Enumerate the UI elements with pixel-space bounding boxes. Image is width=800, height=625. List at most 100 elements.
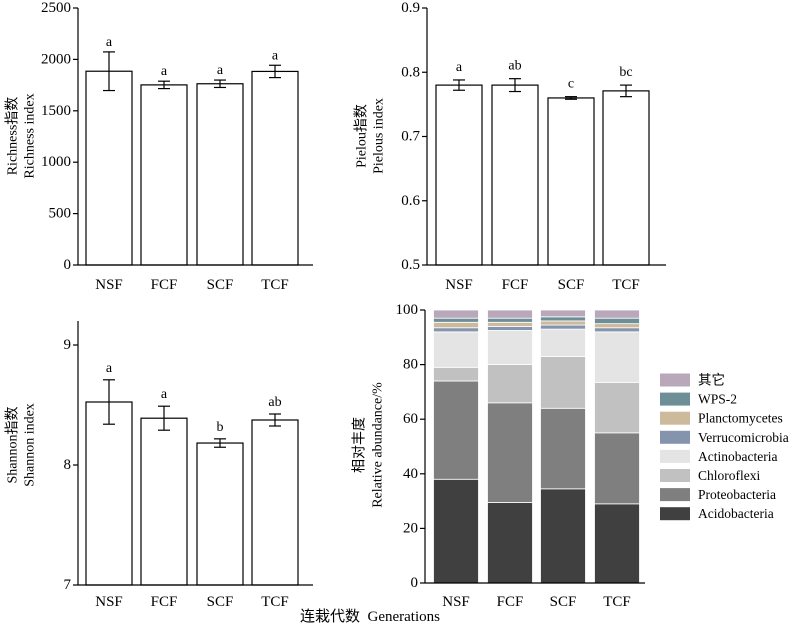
- relative-abundance-chart: 其它 WPS-2 Planctomycetes Verrucomicrobia Acti…: [352, 302, 789, 610]
- pielou-index-chart: a ab c bc 0.5 0.6 0.7 0.8 0.9 NSF FCF SCF TCF Pielou指…: [354, 0, 666, 293]
- bar-fcf: [140, 84, 188, 266]
- y-tick-label: 2000: [41, 51, 71, 67]
- stacked-bar-fcf: [487, 309, 533, 584]
- bar-segment-proteobacteria: [487, 402, 533, 503]
- bar-segment-other: [487, 309, 533, 319]
- legend-label: Acidobacteria: [698, 506, 774, 521]
- error-bar-scf: [214, 438, 226, 448]
- error-bar-scf: [565, 96, 577, 100]
- bar-segment-chloroflexi: [540, 356, 586, 409]
- bar-segment-actinobacteria: [540, 328, 586, 357]
- x-tick-label-scf: SCF: [558, 277, 585, 293]
- legend-label: Chloroflexi: [698, 468, 760, 483]
- bar-segment-verrucomicrobia: [433, 327, 479, 333]
- x-tick-label-fcf: FCF: [151, 277, 178, 293]
- bar-segment-verrucomicrobia: [540, 324, 586, 330]
- significance-letter: a: [106, 361, 113, 376]
- y-tick-label: 9: [64, 337, 72, 353]
- bar-tcf: [251, 419, 299, 586]
- error-bar-fcf: [509, 78, 521, 93]
- bar-fcf: [140, 417, 188, 586]
- error-bar-scf: [214, 79, 226, 89]
- y-tick-label: 0: [411, 575, 419, 591]
- stacked-bar-scf: [540, 309, 586, 584]
- legend-swatch: [660, 392, 690, 406]
- x-tick-label-fcf: FCF: [502, 277, 529, 293]
- legend-swatch: [660, 411, 690, 425]
- bar-segment-wps-2: [594, 317, 640, 325]
- bar-segment-wps-2: [433, 317, 479, 323]
- shared-x-axis-title: 连栽代数 Generations: [300, 608, 440, 625]
- y-tick-label: 40: [403, 466, 418, 482]
- bar-segment-wps-2: [487, 317, 533, 323]
- x-tick-label-scf: SCF: [550, 594, 577, 610]
- y-tick-label: 100: [396, 302, 419, 318]
- legend-swatch: [660, 507, 690, 521]
- x-tick-label-scf: SCF: [207, 277, 234, 293]
- legend-label: Verrucomicrobia: [698, 430, 789, 445]
- error-bar-nsf: [103, 51, 115, 92]
- bar-nsf: [85, 70, 133, 266]
- stacked-bar-nsf: [433, 309, 479, 584]
- x-tick-label-tcf: TCF: [261, 594, 289, 610]
- significance-letter: bc: [619, 65, 632, 80]
- legend-label: 其它: [698, 372, 725, 388]
- bar-scf: [196, 442, 244, 586]
- bar-segment-planctomycetes: [594, 323, 640, 329]
- bar-segment-other: [594, 309, 640, 319]
- bar-segment-other: [433, 309, 479, 319]
- y-axis-title-en: Pielous index: [372, 98, 387, 174]
- significance-letter: a: [456, 60, 463, 75]
- bar-segment-other: [540, 309, 586, 318]
- bar-segment-actinobacteria: [433, 331, 479, 368]
- y-axis-title-en: Shannon index: [23, 403, 38, 487]
- bar-segment-acidobacteria: [540, 488, 586, 584]
- error-bar-fcf: [158, 80, 170, 90]
- y-tick-label: 1000: [41, 154, 71, 170]
- bar-fcf: [491, 84, 539, 266]
- bar-segment-acidobacteria: [594, 503, 640, 584]
- y-tick-label: 500: [49, 206, 72, 222]
- bar-segment-chloroflexi: [487, 364, 533, 404]
- bar-tcf: [602, 90, 650, 266]
- y-tick-label: 0.5: [401, 257, 420, 273]
- stacked-bar-tcf: [594, 309, 640, 584]
- error-bar-nsf: [103, 379, 115, 425]
- bar-segment-planctomycetes: [487, 321, 533, 327]
- richness-index-chart: a a a a 0 500 1000 1500 2000 2500 NSF FCF SCF TCF Rich…: [5, 0, 313, 293]
- x-tick-label-tcf: TCF: [612, 277, 640, 293]
- y-tick-label: 0.9: [401, 0, 420, 16]
- y-tick-label: 20: [403, 520, 418, 536]
- x-tick-label-tcf: TCF: [603, 594, 631, 610]
- legend-item-chloroflexi: Chloroflexi: [660, 468, 760, 483]
- bar-segment-chloroflexi: [594, 381, 640, 434]
- y-tick-label: 1500: [41, 103, 71, 119]
- bar-segment-chloroflexi: [433, 366, 479, 382]
- x-tick-label-nsf: NSF: [95, 594, 123, 610]
- y-axis-title-en: Relative abundance/%: [371, 382, 386, 508]
- x-tick-label-nsf: NSF: [442, 594, 470, 610]
- significance-letter: a: [161, 64, 168, 79]
- y-axis-title-zh: Shannon指数: [5, 407, 21, 484]
- x-tick-label-fcf: FCF: [497, 594, 524, 610]
- bar-segment-proteobacteria: [594, 432, 640, 505]
- legend-item-acidobacteria: Acidobacteria: [660, 506, 774, 521]
- legend-label: Planctomycetes: [698, 411, 783, 426]
- significance-letter: a: [217, 63, 224, 78]
- bar-nsf: [85, 401, 133, 586]
- significance-letter: ab: [268, 395, 281, 410]
- y-tick-label: 7: [64, 577, 72, 593]
- bar-segment-verrucomicrobia: [487, 325, 533, 331]
- y-tick-label: 8: [64, 457, 72, 473]
- y-axis-title-zh: Pielou指数: [354, 104, 370, 168]
- bar-tcf: [251, 70, 299, 266]
- legend-item-proteobacteria: Proteobacteria: [660, 487, 776, 502]
- bar-segment-acidobacteria: [433, 478, 479, 584]
- x-tick-label-nsf: NSF: [445, 277, 473, 293]
- y-tick-label: 80: [403, 357, 418, 373]
- bar-segment-actinobacteria: [487, 330, 533, 366]
- error-bar-nsf: [453, 79, 465, 91]
- y-axis-title-zh: Richness指数: [5, 97, 21, 176]
